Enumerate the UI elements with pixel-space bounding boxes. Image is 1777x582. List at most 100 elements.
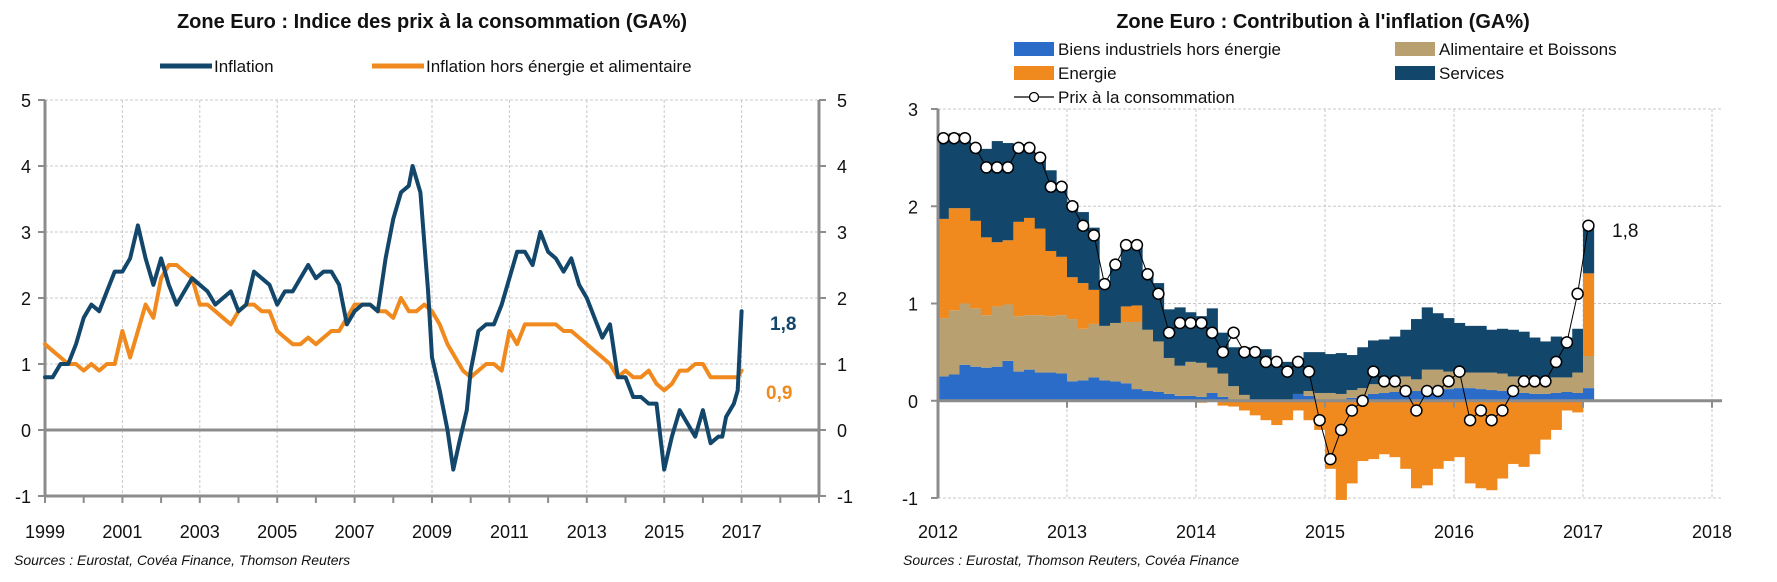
- bar-services: [1013, 144, 1025, 222]
- bar-industrial-goods: [1529, 393, 1541, 401]
- bar-food-beverages: [1303, 391, 1315, 396]
- bar-industrial-goods: [1475, 389, 1487, 401]
- bar-energy: [1249, 400, 1261, 416]
- bar-energy: [1034, 228, 1046, 316]
- right-chart-x-tick-label: 2014: [1176, 522, 1216, 542]
- legend-label-inflation: Inflation: [214, 57, 274, 76]
- bar-energy: [1325, 400, 1337, 469]
- right-y-tick-label: 3: [837, 223, 847, 243]
- cpi-marker: [1377, 375, 1391, 388]
- bar-industrial-goods: [1486, 390, 1498, 401]
- bar-food-beverages: [991, 306, 1003, 367]
- left-gridlines: [45, 99, 819, 496]
- bar-energy: [1346, 400, 1358, 484]
- bar-industrial-goods: [1583, 388, 1595, 401]
- cpi-marker: [937, 131, 950, 145]
- bar-energy: [1067, 277, 1079, 320]
- cpi-marker: [1109, 258, 1122, 271]
- bar-energy: [1411, 400, 1423, 489]
- bar-industrial-goods: [1217, 396, 1229, 401]
- bar-energy: [1378, 400, 1390, 455]
- bar-energy: [938, 218, 950, 319]
- bar-services: [1357, 347, 1369, 389]
- bar-energy: [1518, 400, 1530, 467]
- legend-swatch-services: [1395, 66, 1435, 80]
- bar-food-beverages: [970, 308, 982, 367]
- bar-food-beverages: [1239, 394, 1251, 401]
- cpi-marker: [1141, 268, 1154, 281]
- left-x-tick-label: 2007: [335, 522, 375, 542]
- bar-industrial-goods: [1163, 393, 1175, 401]
- left-x-tick-label: 2011: [490, 522, 529, 542]
- cpi-marker: [1066, 200, 1079, 213]
- cpi-marker: [1281, 365, 1294, 378]
- bar-energy: [1024, 217, 1036, 316]
- bar-services: [1335, 353, 1347, 394]
- cpi-marker: [1033, 151, 1047, 164]
- bar-food-beverages: [1110, 322, 1122, 382]
- bar-food-beverages: [1228, 386, 1240, 400]
- bar-services: [1228, 347, 1240, 387]
- bar-energy: [1045, 250, 1057, 317]
- right-chart-title: Zone Euro : Contribution à l'inflation (…: [1116, 11, 1530, 33]
- bar-food-beverages: [1045, 316, 1057, 373]
- bar-industrial-goods: [1368, 393, 1380, 401]
- bar-food-beverages: [1314, 392, 1326, 401]
- right-y-tick-label: 0: [837, 421, 847, 441]
- cpi-marker: [1528, 375, 1541, 388]
- bar-industrial-goods: [1303, 395, 1315, 401]
- cpi-marker: [1388, 375, 1402, 388]
- bar-industrial-goods: [1572, 392, 1584, 401]
- bar-energy: [1572, 400, 1584, 413]
- bar-food-beverages: [1335, 393, 1347, 400]
- series-line-core-inflation: [43, 263, 744, 393]
- bar-energy: [1368, 400, 1380, 460]
- cpi-marker: [1162, 326, 1176, 339]
- bar-food-beverages: [1034, 315, 1046, 373]
- left-x-tick-label: 2013: [567, 522, 607, 542]
- bar-industrial-goods: [1024, 369, 1036, 401]
- bar-services: [1153, 283, 1165, 342]
- bar-energy: [1443, 400, 1455, 462]
- bar-industrial-goods: [991, 366, 1003, 401]
- cpi-marker: [1302, 365, 1316, 378]
- bar-food-beverages: [948, 310, 960, 375]
- right-chart-x-tick-label: 2017: [1563, 522, 1603, 542]
- bar-food-beverages: [1464, 372, 1476, 389]
- bar-food-beverages: [1217, 373, 1229, 397]
- left-legend: Inflation Inflation hors énergie et alim…: [160, 57, 692, 76]
- cpi-marker: [1313, 413, 1326, 427]
- series-line-inflation: [43, 164, 744, 472]
- right-chart-x-tick-label: 2013: [1047, 522, 1087, 542]
- legend-label-cpi: Prix à la consommation: [1058, 88, 1235, 107]
- legend-swatch-industrial-goods: [1014, 42, 1054, 56]
- bar-energy: [1421, 400, 1433, 486]
- bar-services: [1088, 227, 1100, 290]
- bar-energy: [1088, 289, 1100, 324]
- cpi-marker: [1152, 287, 1165, 301]
- bar-energy: [991, 242, 1003, 307]
- right-chart-x-tick-label: 2015: [1305, 522, 1345, 542]
- left-y-tick-label: 2: [21, 289, 31, 309]
- bar-food-beverages: [1475, 372, 1487, 390]
- right-y-tick-label: -1: [837, 487, 853, 507]
- right-chart-y-tick-label: 2: [908, 197, 918, 217]
- bar-food-beverages: [1174, 365, 1186, 396]
- bar-energy: [1464, 400, 1476, 484]
- cpi-marker: [1474, 404, 1488, 417]
- right-chart-y-tick-label: 0: [908, 392, 918, 412]
- bar-industrial-goods: [1002, 360, 1014, 401]
- cpi-marker: [1549, 355, 1563, 369]
- bar-energy: [1389, 400, 1401, 458]
- bar-energy: [1540, 400, 1552, 440]
- bar-services: [1034, 159, 1046, 229]
- bar-energy: [1335, 400, 1347, 500]
- bar-energy: [1357, 400, 1369, 462]
- bar-industrial-goods: [1088, 377, 1100, 401]
- bar-services: [1325, 354, 1337, 393]
- bar-services: [1002, 143, 1014, 241]
- cpi-marker: [1463, 413, 1477, 427]
- bar-food-beverages: [1185, 361, 1197, 396]
- left-chart-title: Zone Euro : Indice des prix à la consomm…: [177, 11, 687, 33]
